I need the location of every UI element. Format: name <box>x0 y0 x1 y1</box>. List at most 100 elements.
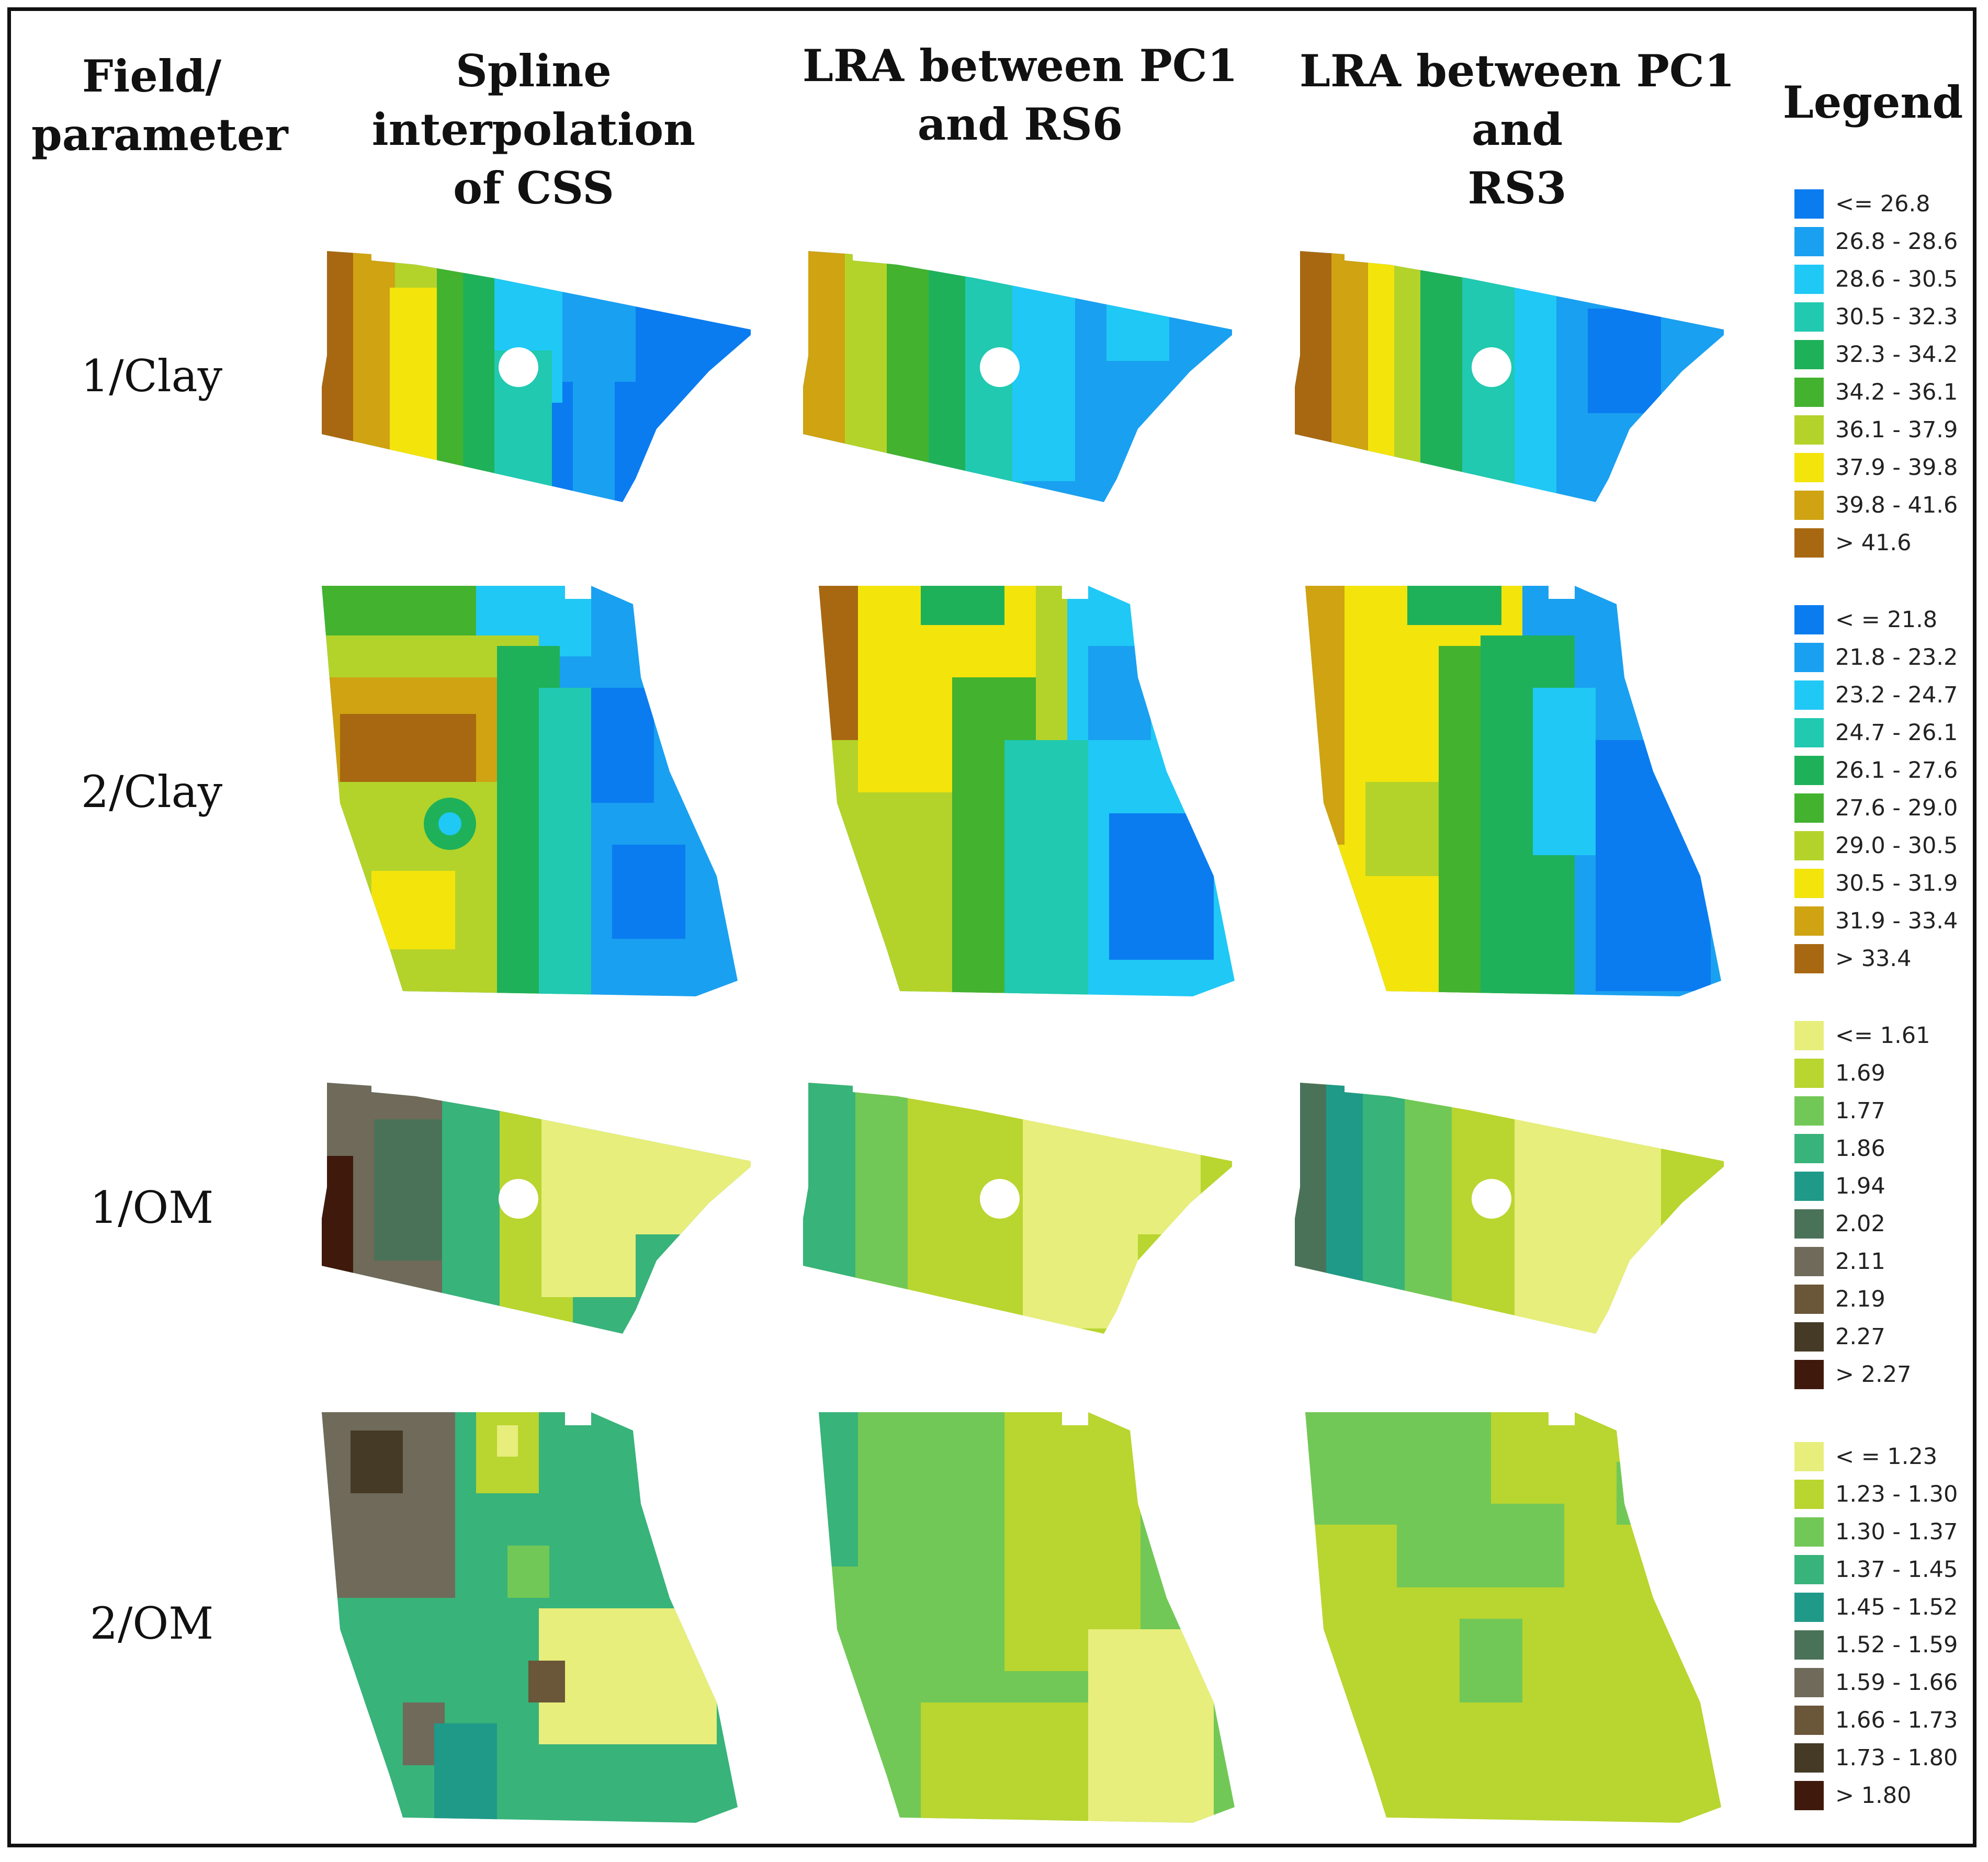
map-class-region <box>1305 586 1345 845</box>
header-col2-line2: and RS6 <box>917 98 1123 150</box>
map-class-region <box>845 251 892 502</box>
legend-label: < = 21.8 <box>1835 607 1938 633</box>
legend-label: 1.94 <box>1835 1173 1885 1199</box>
legend-swatch <box>1794 1480 1824 1509</box>
map-class-region <box>1326 1083 1368 1334</box>
map-class-region <box>573 324 615 502</box>
legend-label: 1.23 - 1.30 <box>1835 1481 1958 1507</box>
map-field1-clay-lra-rs3 <box>1295 251 1724 502</box>
header-field-line2: parameter <box>31 109 288 161</box>
legend-label: 36.1 - 37.9 <box>1835 417 1958 443</box>
map-class-region <box>322 251 358 502</box>
header-lra-rs6: LRA between PC1 and RS6 <box>774 37 1266 154</box>
legend-swatch <box>1794 227 1824 256</box>
map-field2-om-lra-rs3 <box>1305 1412 1721 1823</box>
map-class-region <box>803 1083 861 1334</box>
legend-label: < = 1.23 <box>1835 1444 1938 1470</box>
header-field-line1: Field/ <box>82 50 222 102</box>
legend-swatch <box>1794 643 1824 672</box>
legend-label: 37.9 - 39.8 <box>1835 455 1958 481</box>
map-class-region <box>371 871 455 949</box>
legend-label: 31.9 - 33.4 <box>1835 908 1958 934</box>
map-class-region <box>1088 646 1151 740</box>
map-class-region <box>612 845 685 939</box>
legend-label: 39.8 - 41.6 <box>1835 492 1958 518</box>
map-field2-om-lra-rs6 <box>819 1412 1235 1823</box>
legend-swatch <box>1794 528 1824 558</box>
map-class-region <box>855 1083 908 1334</box>
header-lra-rs3: LRA between PC1 and RS3 <box>1266 42 1768 218</box>
map-class-region <box>1106 277 1169 361</box>
row-label-2-clay: 2/Clay <box>81 766 223 818</box>
legend-label: 30.5 - 32.3 <box>1835 304 1958 330</box>
map-class-region <box>819 1412 858 1566</box>
legend-swatch <box>1794 680 1824 710</box>
legend-swatch <box>1794 831 1824 860</box>
legend-label: > 2.27 <box>1835 1361 1912 1388</box>
legend-swatch <box>1794 1021 1824 1050</box>
header-col3-line1: LRA between PC1 and <box>1299 45 1735 155</box>
map-class-region <box>1588 309 1661 413</box>
row-label-1-om: 1/OM <box>89 1182 214 1233</box>
map-field1-om-lra-rs3 <box>1295 1083 1724 1334</box>
map-class-region <box>1305 1412 1491 1525</box>
header-field-parameter: Field/ parameter <box>31 47 288 164</box>
map-class-region <box>1295 1083 1331 1334</box>
map-field1-om-spline <box>322 1083 751 1334</box>
legend-swatch <box>1794 453 1824 482</box>
legend-label: 26.1 - 27.6 <box>1835 757 1958 784</box>
legend-swatch <box>1794 1781 1824 1810</box>
legend-swatch <box>1794 1555 1824 1584</box>
legend-swatch <box>1794 491 1824 520</box>
header-col2-line1: LRA between PC1 <box>802 40 1238 92</box>
header-col1-line1: Spline interpolation <box>371 45 696 155</box>
map-field2-clay-lra-rs3 <box>1305 586 1721 996</box>
map-class-region <box>434 1723 497 1823</box>
header-col3-line2: RS3 <box>1467 162 1567 214</box>
map-class-region <box>1420 251 1467 502</box>
legend-swatch <box>1794 718 1824 747</box>
row-label-2-om: 2/OM <box>89 1598 214 1649</box>
legend-label: > 33.4 <box>1835 946 1912 972</box>
map-class-region <box>1096 1109 1201 1234</box>
map-class-region <box>1407 586 1501 625</box>
map-class-region <box>1394 251 1426 502</box>
map-class-region <box>1331 251 1373 502</box>
legend-label: 1.45 - 1.52 <box>1835 1594 1958 1620</box>
legend-swatch <box>1794 1322 1824 1352</box>
map-class-region <box>1088 1629 1214 1823</box>
map-class-region <box>1515 251 1556 502</box>
map-class-region <box>1004 1412 1140 1671</box>
legend-swatch <box>1794 869 1824 898</box>
map-class-region <box>1405 1083 1452 1334</box>
map-class-region <box>1363 1083 1410 1334</box>
map-class-region <box>1004 740 1088 996</box>
map-class-region <box>497 1425 518 1457</box>
map-hole <box>980 347 1020 387</box>
legend-label: 1.30 - 1.37 <box>1835 1519 1958 1545</box>
map-class-region <box>615 1083 751 1234</box>
legend-label: 26.8 - 28.6 <box>1835 229 1958 255</box>
header-legend-text: Legend <box>1782 76 1963 128</box>
map-field2-om-spline <box>322 1412 738 1823</box>
map-class-region <box>507 1546 549 1598</box>
legend-swatch <box>1794 1593 1824 1622</box>
legend-label: 2.19 <box>1835 1286 1885 1312</box>
legend-swatch <box>1794 1360 1824 1389</box>
map-class-region <box>929 251 976 502</box>
map-class-region <box>374 1119 442 1261</box>
map-class-region <box>539 688 591 996</box>
map-class-region <box>340 714 476 792</box>
map-class-region <box>887 251 939 502</box>
map-class-region <box>803 251 850 502</box>
legend-label: 32.3 - 34.2 <box>1835 342 1958 368</box>
legend-swatch <box>1794 1172 1824 1201</box>
legend-label: 27.6 - 29.0 <box>1835 795 1958 821</box>
header-spline-css: Spline interpolation of CSS <box>293 42 774 218</box>
map-field1-om-lra-rs6 <box>803 1083 1232 1334</box>
map-class-region <box>1515 1109 1661 1334</box>
legend-label: 1.52 - 1.59 <box>1835 1632 1958 1658</box>
map-class-region <box>322 1156 353 1287</box>
header-legend: Legend <box>1768 73 1978 132</box>
legend-label: 2.11 <box>1835 1248 1885 1275</box>
